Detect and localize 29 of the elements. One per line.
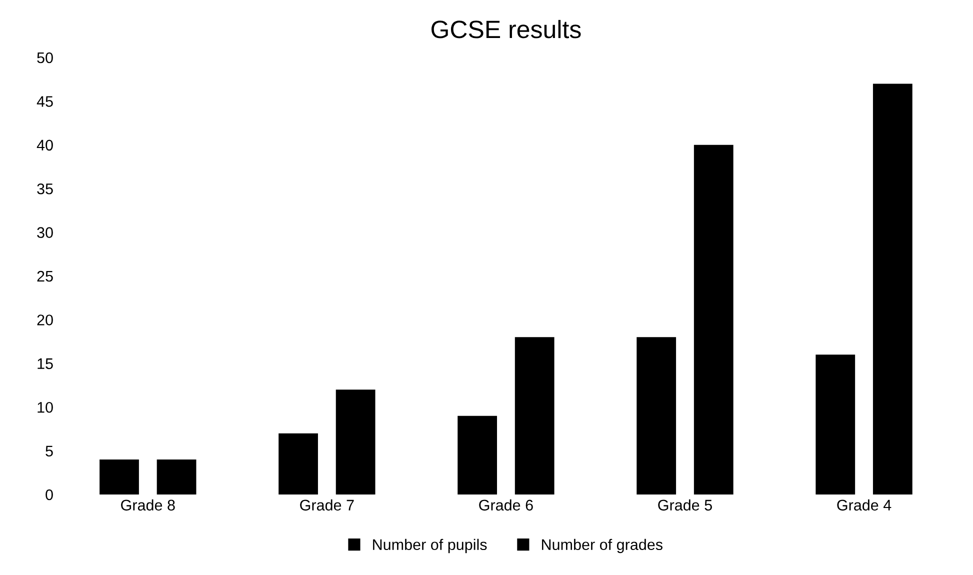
y-tick-label: 0 <box>46 489 53 500</box>
bar <box>694 144 734 494</box>
y-tick-label: 10 <box>38 402 53 413</box>
x-tick-label: Grade 7 <box>300 499 354 511</box>
y-tick-label: 40 <box>36 140 53 151</box>
x-tick-label: Grade 4 <box>837 499 892 511</box>
bar <box>514 337 554 494</box>
legend-label: Number of pupils <box>373 538 487 554</box>
x-tick-label: Grade 5 <box>658 499 712 511</box>
bar <box>458 416 498 494</box>
y-tick-label: 25 <box>37 270 53 282</box>
y-tick-label: 30 <box>37 227 53 238</box>
x-tick-label: Grade 6 <box>479 499 533 511</box>
y-tick-label: 35 <box>37 183 53 194</box>
legend-label: Number of grades <box>542 538 662 554</box>
y-tick-label: 5 <box>46 446 53 456</box>
chart-title: GCSE results <box>432 20 581 38</box>
y-tick-label: 50 <box>37 52 53 64</box>
y-tick-label: 20 <box>37 314 53 326</box>
bar <box>636 337 676 494</box>
bar <box>872 84 912 494</box>
bar <box>816 354 856 494</box>
bar <box>156 460 196 494</box>
x-tick-label: Grade 8 <box>121 499 175 511</box>
y-tick-label: 45 <box>36 96 53 107</box>
y-tick-label: 15 <box>38 358 53 370</box>
bar <box>100 460 139 494</box>
bar <box>278 433 318 494</box>
bar <box>336 390 376 494</box>
